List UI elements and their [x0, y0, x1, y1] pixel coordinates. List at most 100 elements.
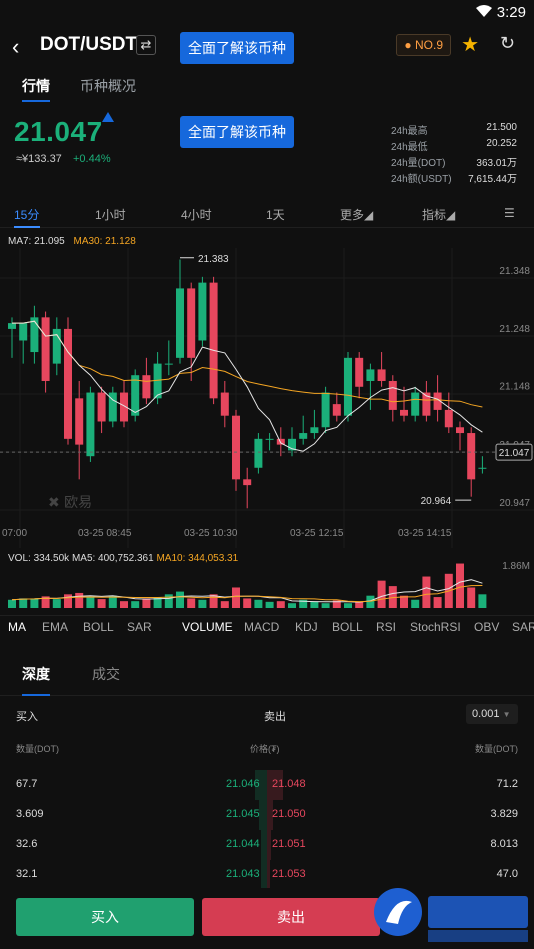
ask-depth-bar	[267, 770, 283, 800]
depth-tab-underline	[22, 694, 50, 696]
stat-label: 24h最高	[391, 126, 428, 137]
tf-1h[interactable]: 1小时	[95, 208, 126, 222]
candle-body	[209, 282, 218, 399]
bid-depth-bar	[255, 770, 267, 800]
orderbook-row[interactable]: 32.1 21.043 21.053 47.0	[0, 860, 534, 890]
indicator-ma[interactable]: MA	[8, 620, 26, 634]
orderbook-row[interactable]: 3.609 21.045 21.050 3.829	[0, 800, 534, 830]
current-price-tag	[495, 443, 533, 461]
volume-bar	[164, 594, 173, 608]
volume-bar	[30, 598, 39, 608]
ask-qty: 47.0	[496, 868, 518, 880]
tab-depth[interactable]: 深度	[22, 666, 50, 682]
bid-depth-bar	[259, 800, 267, 830]
orderbook-row[interactable]: 32.6 21.044 21.051 8.013	[0, 830, 534, 860]
candle-body	[30, 317, 39, 353]
candle-body	[265, 438, 274, 440]
status-time: 3:29	[496, 4, 526, 21]
volume-bar	[8, 599, 16, 608]
ma7-line	[12, 320, 483, 452]
candle-body	[444, 409, 453, 428]
coin-info-button-2[interactable]: 全面了解该币种	[180, 116, 294, 148]
volume-bar	[64, 594, 72, 608]
tab-trades[interactable]: 成交	[92, 666, 120, 682]
volume-bar	[176, 591, 184, 608]
indicator-sar[interactable]: SAR	[127, 620, 152, 634]
refresh-icon[interactable]: ↻	[499, 33, 515, 53]
volume-legend: VOL: 334.50k MA5: 400,752.361 MA10: 344,…	[8, 553, 239, 564]
sell-button[interactable]: 卖出	[202, 898, 380, 936]
ask-depth-bar	[267, 860, 270, 890]
candle-body	[108, 392, 117, 422]
bid-qty: 32.6	[16, 838, 38, 850]
volume-bar	[108, 595, 117, 608]
indicator-rsi[interactable]: RSI	[376, 620, 397, 634]
tab-market[interactable]: 行情	[22, 78, 50, 94]
stat-label: 24h量(DOT)	[391, 158, 446, 169]
orderbook-row[interactable]: 67.7 21.046 21.048 71.2	[0, 770, 534, 800]
tf-underline	[14, 226, 40, 228]
bid-qty: 32.1	[16, 868, 38, 880]
precision-select[interactable]: 0.001 ▼	[466, 704, 518, 724]
indicator-ema[interactable]: EMA	[42, 620, 69, 634]
candle-body	[176, 288, 184, 358]
candle-body	[299, 433, 308, 439]
volume-bar	[243, 598, 252, 608]
tf-4h[interactable]: 4小时	[181, 208, 212, 222]
y-tick-label: 21.248	[499, 324, 530, 335]
coin-info-button[interactable]: 全面了解该币种	[180, 32, 294, 64]
swap-pair-icon[interactable]: ⇄	[136, 35, 156, 55]
indicator-volume[interactable]: VOLUME	[182, 620, 233, 634]
tf-more[interactable]: 更多◢	[340, 208, 374, 222]
candle-body	[142, 375, 151, 399]
x-tick-label: 07:00	[2, 528, 27, 539]
x-tick-label: 03-25 08:45	[78, 528, 132, 539]
candle-body	[52, 328, 61, 364]
volume-bar	[254, 599, 263, 608]
candlestick-chart[interactable]: 21.34821.24821.14821.04720.94721.04721.3…	[0, 248, 534, 614]
volume-bar	[220, 601, 229, 608]
price-change: +0.44%	[73, 153, 111, 165]
candle-body	[400, 409, 408, 416]
stat-value: 20.252	[486, 138, 517, 149]
stat-value: 7,615.44万	[468, 174, 517, 185]
candle-body	[478, 467, 487, 469]
col-bid-qty: 数量(DOT)	[16, 744, 59, 754]
tf-indicators[interactable]: 指标◢	[422, 208, 456, 222]
indicator-stochrsi[interactable]: StochRSI	[410, 620, 461, 634]
indicator-boll[interactable]: BOLL	[332, 620, 363, 634]
volume-bar	[400, 595, 408, 608]
depth-tabs: 深度 成交	[0, 656, 534, 696]
sell-header: 卖出	[264, 711, 286, 723]
indicator-obv[interactable]: OBV	[474, 620, 500, 634]
pair-title[interactable]: DOT/USDT	[40, 34, 138, 55]
volume-bar	[321, 603, 330, 608]
indicator-macd[interactable]: MACD	[244, 620, 280, 634]
candle-body	[220, 392, 229, 416]
ma7-label: MA7: 21.095	[8, 236, 65, 247]
tf-15m[interactable]: 15分	[14, 208, 40, 222]
buy-button[interactable]: 买入	[16, 898, 194, 936]
settings-icon[interactable]: ☰	[504, 206, 515, 220]
watermark-logo	[374, 888, 528, 942]
candle-body	[254, 438, 263, 468]
indicator-sar[interactable]: SAR	[512, 620, 534, 634]
candle-body	[120, 392, 128, 422]
volume-bar	[377, 580, 386, 608]
vol-ma10-line	[11, 585, 483, 603]
tab-coin-overview[interactable]: 币种概况	[80, 78, 136, 94]
back-icon[interactable]: ‹	[12, 34, 20, 59]
rank-label: NO.9	[414, 38, 443, 52]
volume-bar	[19, 598, 28, 608]
wifi-icon	[476, 5, 492, 17]
candle-body	[332, 404, 341, 416]
candle-body	[187, 288, 196, 358]
indicator-boll[interactable]: BOLL	[83, 620, 114, 634]
star-icon[interactable]: ★	[461, 34, 479, 56]
candle-body	[86, 392, 95, 457]
bid-qty: 3.609	[16, 808, 44, 820]
tab-underline	[22, 100, 50, 102]
bid-depth-bar	[261, 830, 267, 860]
indicator-kdj[interactable]: KDJ	[295, 620, 318, 634]
tf-1d[interactable]: 1天	[266, 208, 285, 222]
